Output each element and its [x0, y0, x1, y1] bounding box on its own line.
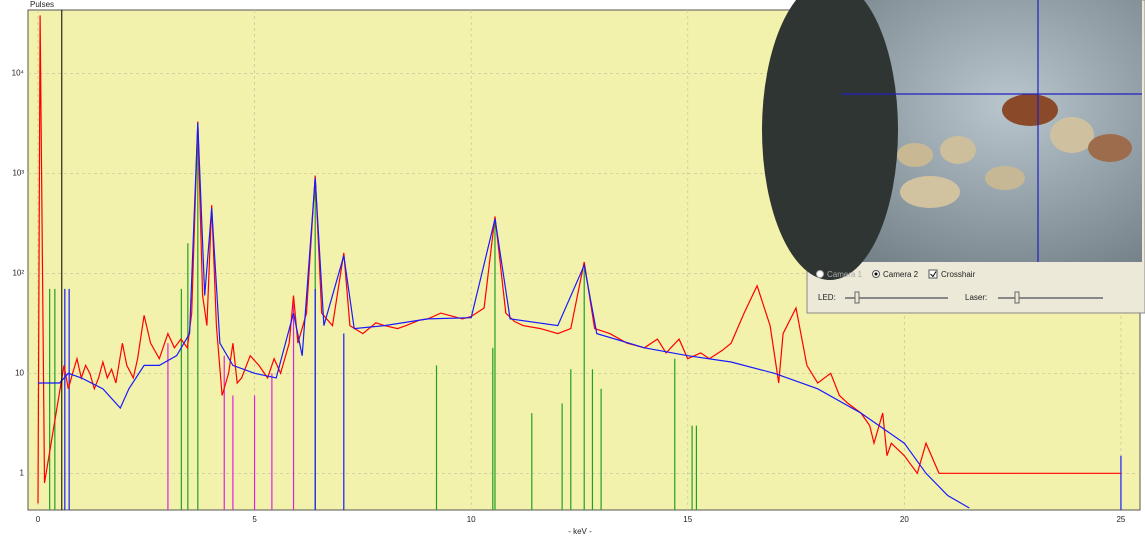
y-axis-label: Pulses: [30, 0, 54, 9]
particle: [940, 136, 976, 164]
y-tick-label: 1: [20, 468, 25, 477]
check-mark: [930, 271, 937, 278]
radio-label: Camera 2: [883, 270, 919, 279]
camera-panel: Camera 1 Camera 2 Crosshair LED: Laser:: [762, 0, 1145, 314]
checkbox-label: Crosshair: [941, 270, 976, 279]
particle: [1050, 117, 1094, 153]
led-slider-thumb[interactable]: [854, 291, 860, 304]
x-tick-label: 20: [900, 515, 909, 524]
y-tick-label: 10: [15, 368, 24, 377]
particle: [1002, 94, 1058, 126]
particle: [985, 166, 1025, 190]
particle: [897, 143, 933, 167]
spectrum-line: [38, 122, 970, 509]
slider-label: Laser:: [965, 293, 987, 302]
x-tick-label: 25: [1116, 515, 1125, 524]
x-axis-label: - keV -: [568, 527, 592, 536]
slider-label: LED:: [818, 293, 836, 302]
y-tick-label: 10²: [12, 268, 24, 277]
laser-slider-thumb[interactable]: [1014, 291, 1020, 304]
x-tick-label: 5: [252, 515, 257, 524]
y-tick-label: 10⁴: [12, 68, 25, 77]
x-tick-label: 15: [683, 515, 692, 524]
radio-camera1[interactable]: [816, 270, 824, 278]
particle: [900, 176, 960, 208]
y-tick-label: 10³: [12, 168, 24, 177]
radio-dot: [874, 272, 878, 276]
lens-shadow: [762, 0, 898, 280]
spectrum-line: [37, 15, 1121, 504]
particle: [1088, 134, 1132, 162]
checkbox-crosshair[interactable]: [928, 269, 938, 279]
radio-label: Camera 1: [827, 270, 863, 279]
x-tick-label: 10: [467, 515, 476, 524]
x-tick-label: 0: [36, 515, 41, 524]
